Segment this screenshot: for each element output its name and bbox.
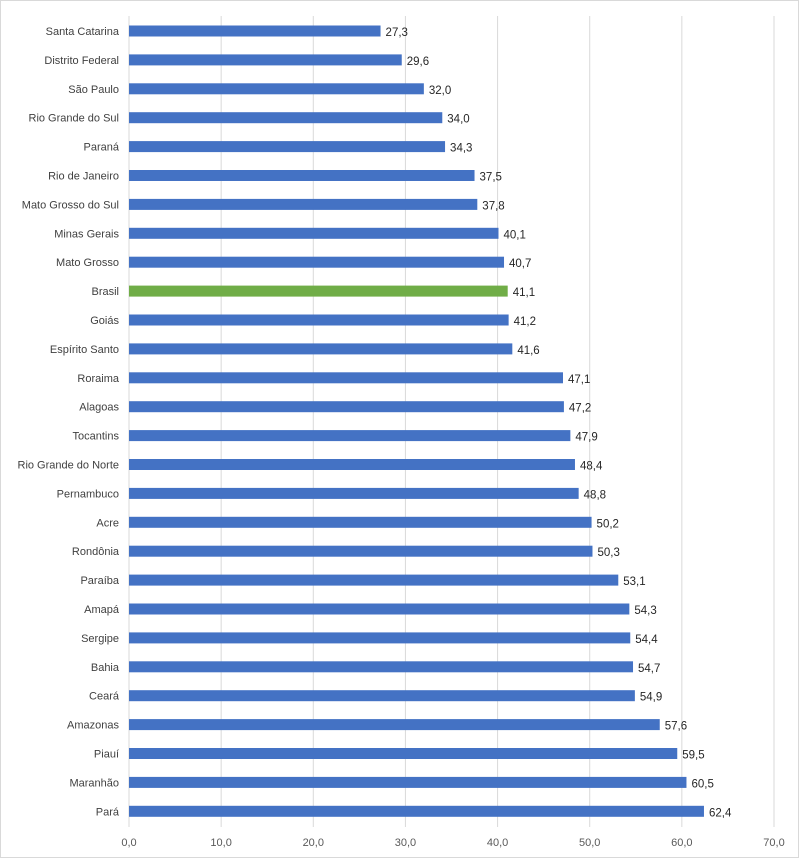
category-label: Rio Grande do Norte <box>18 460 120 472</box>
bar <box>129 54 402 66</box>
bars <box>129 25 704 817</box>
value-label: 62,4 <box>709 807 732 819</box>
value-label: 54,3 <box>634 605 656 617</box>
bar <box>129 256 505 268</box>
x-tick-label: 60,0 <box>671 837 692 849</box>
category-label: Mato Grosso <box>56 257 119 269</box>
bar <box>129 574 619 586</box>
category-label: Amazonas <box>67 720 119 732</box>
category-label: Piauí <box>94 749 119 761</box>
value-label: 40,1 <box>503 229 525 241</box>
category-label: Minas Gerais <box>54 228 119 240</box>
value-label: 48,8 <box>584 489 606 501</box>
x-axis-ticks: 0,0 10,0 20,0 30,0 40,0 50,0 60,0 70,0 <box>121 837 784 849</box>
category-label: Brasil <box>91 286 119 298</box>
bar <box>129 516 592 528</box>
value-label: 54,7 <box>638 663 660 675</box>
bar <box>129 170 475 181</box>
value-label: 47,2 <box>569 403 591 415</box>
gridlines <box>128 16 775 827</box>
bar <box>129 112 443 124</box>
value-label: 27,3 <box>386 27 408 39</box>
bar <box>129 748 678 759</box>
category-label: Pernambuco <box>57 488 119 500</box>
category-label: Amapá <box>84 604 120 616</box>
category-label: Santa Catarina <box>46 26 120 38</box>
value-label: 50,2 <box>597 518 619 530</box>
category-label: Paraná <box>84 142 120 154</box>
value-label: 37,8 <box>482 200 504 212</box>
value-labels: 27,3 29,6 32,0 34,0 34,3 37,5 37,8 40,1 40,7 41,1… <box>386 27 732 819</box>
category-label: Rondônia <box>72 546 120 558</box>
value-label: 34,3 <box>450 143 472 155</box>
category-label: Rio de Janeiro <box>48 171 119 183</box>
category-label: Pará <box>96 806 120 818</box>
x-tick-label: 70,0 <box>763 837 784 849</box>
value-label: 47,1 <box>568 374 590 386</box>
x-tick-label: 40,0 <box>487 837 508 849</box>
bar <box>129 401 564 413</box>
x-tick-label: 10,0 <box>210 837 231 849</box>
bar <box>129 545 593 557</box>
category-label: Ceará <box>89 691 120 703</box>
bar <box>129 603 630 615</box>
x-tick-label: 50,0 <box>579 837 600 849</box>
category-label: Roraima <box>77 373 119 385</box>
value-label: 32,0 <box>429 85 451 97</box>
category-label: Maranhão <box>69 777 119 789</box>
value-label: 53,1 <box>623 576 645 588</box>
category-label: Alagoas <box>79 402 119 414</box>
bar <box>129 83 424 95</box>
bar <box>129 459 575 470</box>
category-label: Rio Grande do Sul <box>29 113 120 125</box>
value-label: 48,4 <box>580 461 603 473</box>
bar <box>129 805 704 817</box>
bar <box>129 25 381 37</box>
bar <box>129 227 499 239</box>
category-label: Acre <box>96 517 119 529</box>
category-labels: Santa Catarina Distrito Federal São Paulo R… <box>18 26 120 818</box>
bar <box>129 487 579 499</box>
bar <box>129 372 563 384</box>
category-label: São Paulo <box>68 84 119 96</box>
bar <box>129 430 571 442</box>
x-tick-label: 20,0 <box>303 837 324 849</box>
x-tick-label: 30,0 <box>395 837 416 849</box>
bar <box>129 314 509 326</box>
bar <box>129 776 687 788</box>
bar <box>129 632 631 644</box>
value-label: 37,5 <box>480 172 502 184</box>
value-label: 40,7 <box>509 258 531 270</box>
category-label: Goiás <box>90 315 119 327</box>
bar <box>129 719 660 731</box>
category-label: Sergipe <box>81 633 119 645</box>
value-label: 50,3 <box>597 547 619 559</box>
bar <box>129 661 634 673</box>
category-label: Distrito Federal <box>44 55 119 67</box>
value-label: 41,6 <box>517 345 539 357</box>
value-label: 41,1 <box>513 287 535 299</box>
bar <box>129 141 446 153</box>
bar <box>129 198 478 210</box>
bar <box>129 343 513 355</box>
value-label: 57,6 <box>665 721 687 733</box>
value-label: 29,6 <box>407 56 429 68</box>
value-label: 41,2 <box>514 316 536 328</box>
category-label: Espírito Santo <box>50 344 119 356</box>
bar-highlight <box>129 285 508 297</box>
value-label: 60,5 <box>691 778 713 790</box>
value-label: 59,5 <box>682 750 704 762</box>
category-label: Tocantins <box>73 431 120 443</box>
bar <box>129 690 635 702</box>
value-label: 47,9 <box>575 432 597 444</box>
x-tick-label: 0,0 <box>121 837 136 849</box>
value-label: 54,4 <box>635 634 658 646</box>
category-label: Paraíba <box>80 575 119 587</box>
category-label: Bahia <box>91 662 120 674</box>
category-label: Mato Grosso do Sul <box>22 199 119 211</box>
value-label: 54,9 <box>640 692 662 704</box>
value-label: 34,0 <box>447 114 469 126</box>
